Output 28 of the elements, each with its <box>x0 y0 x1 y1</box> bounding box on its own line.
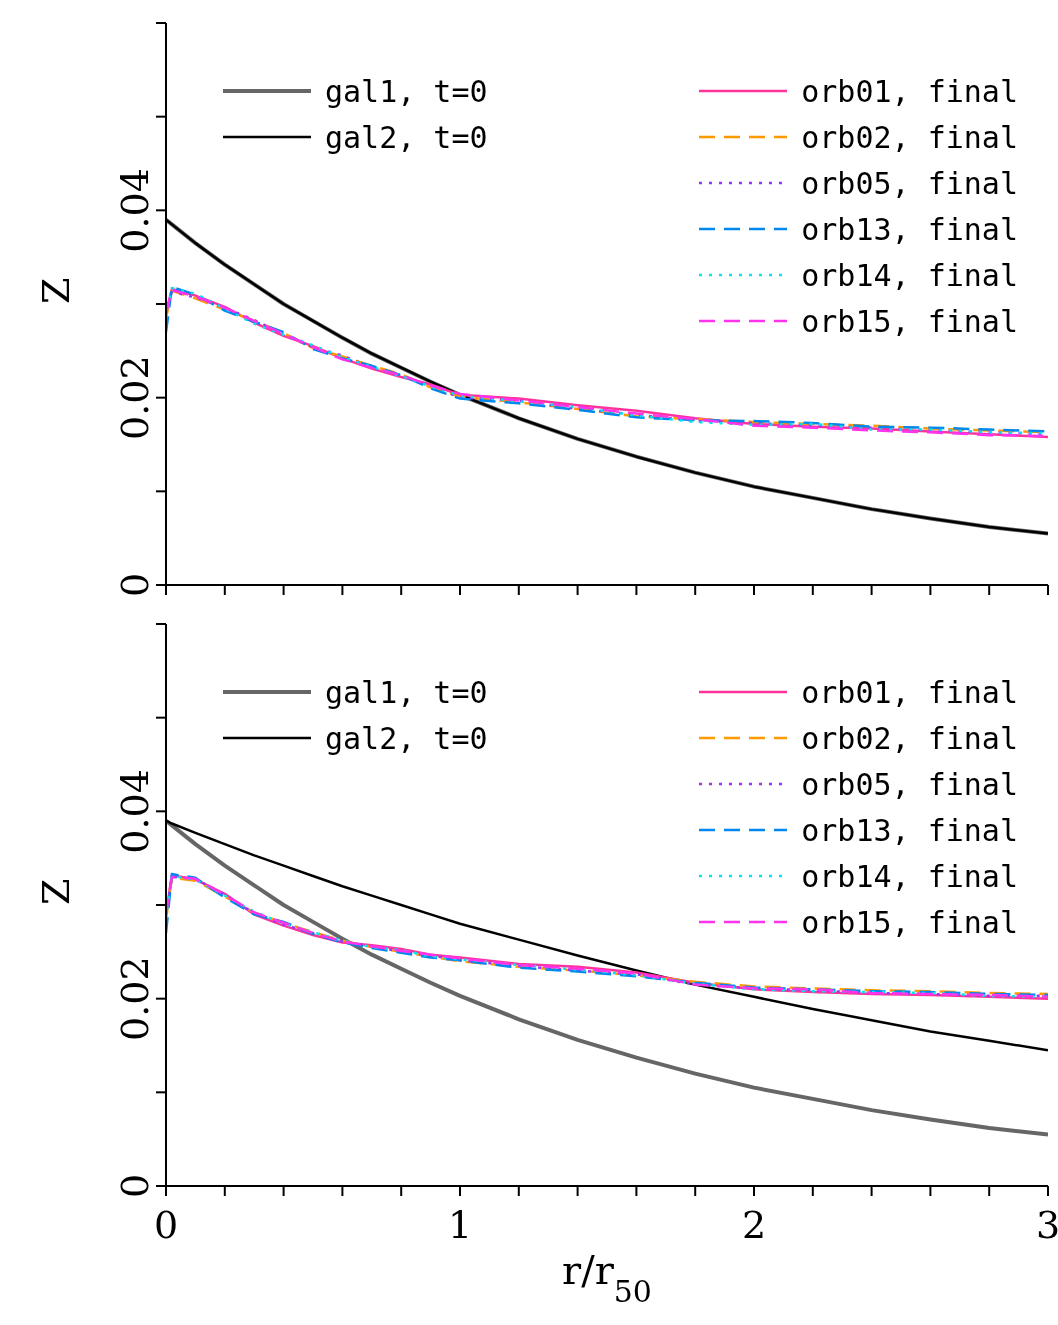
x-tick-label: 2 <box>741 1203 767 1247</box>
y-tick-label: 0 <box>113 1173 157 1199</box>
legend-label: orb05, final <box>801 165 1018 201</box>
y-axis-title: Z <box>34 277 79 304</box>
x-axis-title: r/r$_{50}$ <box>562 1247 652 1309</box>
y-tick-label: 0.02 <box>113 355 157 440</box>
legend-label: orb02, final <box>801 720 1018 756</box>
legend-label: orb05, final <box>801 766 1018 802</box>
legend-label: orb01, final <box>801 73 1018 109</box>
y-tick-label: 0 <box>113 572 157 598</box>
y-tick-label: 0.04 <box>113 769 157 854</box>
legend-label: orb01, final <box>801 674 1018 710</box>
legend-label: orb14, final <box>801 858 1018 894</box>
legend-label: gal1, t=0 <box>325 674 488 710</box>
y-tick-label: 0.04 <box>113 168 157 253</box>
y-axis-title: Z <box>34 878 79 905</box>
x-tick-label: 1 <box>447 1203 473 1247</box>
legend-label: gal1, t=0 <box>325 73 488 109</box>
legend-label: orb13, final <box>801 211 1018 247</box>
legend-label: orb15, final <box>801 303 1018 339</box>
legend-label: orb13, final <box>801 812 1018 848</box>
legend-label: orb14, final <box>801 257 1018 293</box>
legend-label: orb02, final <box>801 119 1018 155</box>
legend-label: orb15, final <box>801 904 1018 940</box>
legend-label: gal2, t=0 <box>325 119 488 155</box>
y-tick-label: 0.02 <box>113 956 157 1041</box>
x-tick-label: 3 <box>1035 1203 1058 1247</box>
legend-label: gal2, t=0 <box>325 720 488 756</box>
